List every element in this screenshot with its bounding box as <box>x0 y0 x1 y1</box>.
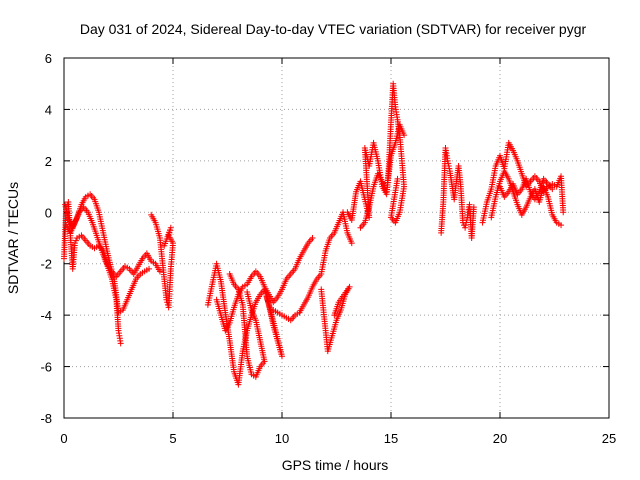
y-axis-label: SDTVAR / TECUs <box>5 182 21 294</box>
y-tick-label: -8 <box>40 411 52 426</box>
y-tick-label: 0 <box>45 205 52 220</box>
data-point <box>331 312 338 319</box>
series-track-o <box>497 175 556 203</box>
x-tick-label: 10 <box>275 431 289 446</box>
y-tick-label: 6 <box>45 51 52 66</box>
plot-area <box>63 57 610 419</box>
chart-title: Day 031 of 2024, Sidereal Day-to-day VTE… <box>80 21 587 37</box>
series-track-i <box>318 283 353 355</box>
y-tick-label: 2 <box>45 154 52 169</box>
x-tick-label: 15 <box>384 431 398 446</box>
axis-ticks <box>63 57 610 419</box>
series-track-c <box>63 204 153 316</box>
data-point <box>156 268 163 275</box>
data-point <box>560 209 567 216</box>
series-track-h <box>270 209 355 324</box>
data-point <box>348 240 355 247</box>
series-track-d <box>148 211 176 311</box>
data-point <box>549 186 556 193</box>
data-point <box>444 157 451 164</box>
data-point <box>244 289 251 295</box>
x-tick-label: 5 <box>169 431 176 446</box>
y-tick-label: -4 <box>40 308 52 323</box>
series-track-g <box>226 271 268 380</box>
x-tick-label: 20 <box>493 431 507 446</box>
data-point <box>309 235 316 241</box>
x-axis-label: GPS time / hours <box>282 457 389 473</box>
data-point <box>445 160 452 167</box>
data-point <box>71 240 78 247</box>
data-point <box>117 340 124 347</box>
data-point <box>394 175 401 182</box>
data-point <box>462 222 469 229</box>
series-track-n <box>488 168 565 229</box>
series-track-j <box>344 80 408 226</box>
x-axis: 0 5 10 15 20 25 <box>60 431 616 446</box>
series-track-e <box>204 260 285 388</box>
data-point <box>462 224 469 231</box>
data-point <box>558 222 565 229</box>
series-track-f <box>213 235 316 334</box>
data-point <box>146 265 153 272</box>
y-tick-label: 4 <box>45 102 52 117</box>
data-point <box>161 242 168 249</box>
series-track-l <box>438 145 477 241</box>
y-axis: -8 -6 -4 -2 0 2 4 6 <box>40 51 52 426</box>
series-track-m <box>479 139 567 226</box>
x-tick-label: 25 <box>602 431 616 446</box>
data-point <box>470 204 477 211</box>
data-point <box>163 296 170 303</box>
series-track-k <box>357 121 408 231</box>
data-point <box>446 165 453 172</box>
x-tick-label: 0 <box>60 431 67 446</box>
grid-lines <box>64 58 609 418</box>
data-point <box>401 132 408 139</box>
y-tick-label: -2 <box>40 257 52 272</box>
data-points <box>61 80 567 388</box>
data-point <box>445 163 452 169</box>
data-point <box>72 237 79 244</box>
y-tick-label: -6 <box>40 360 52 375</box>
